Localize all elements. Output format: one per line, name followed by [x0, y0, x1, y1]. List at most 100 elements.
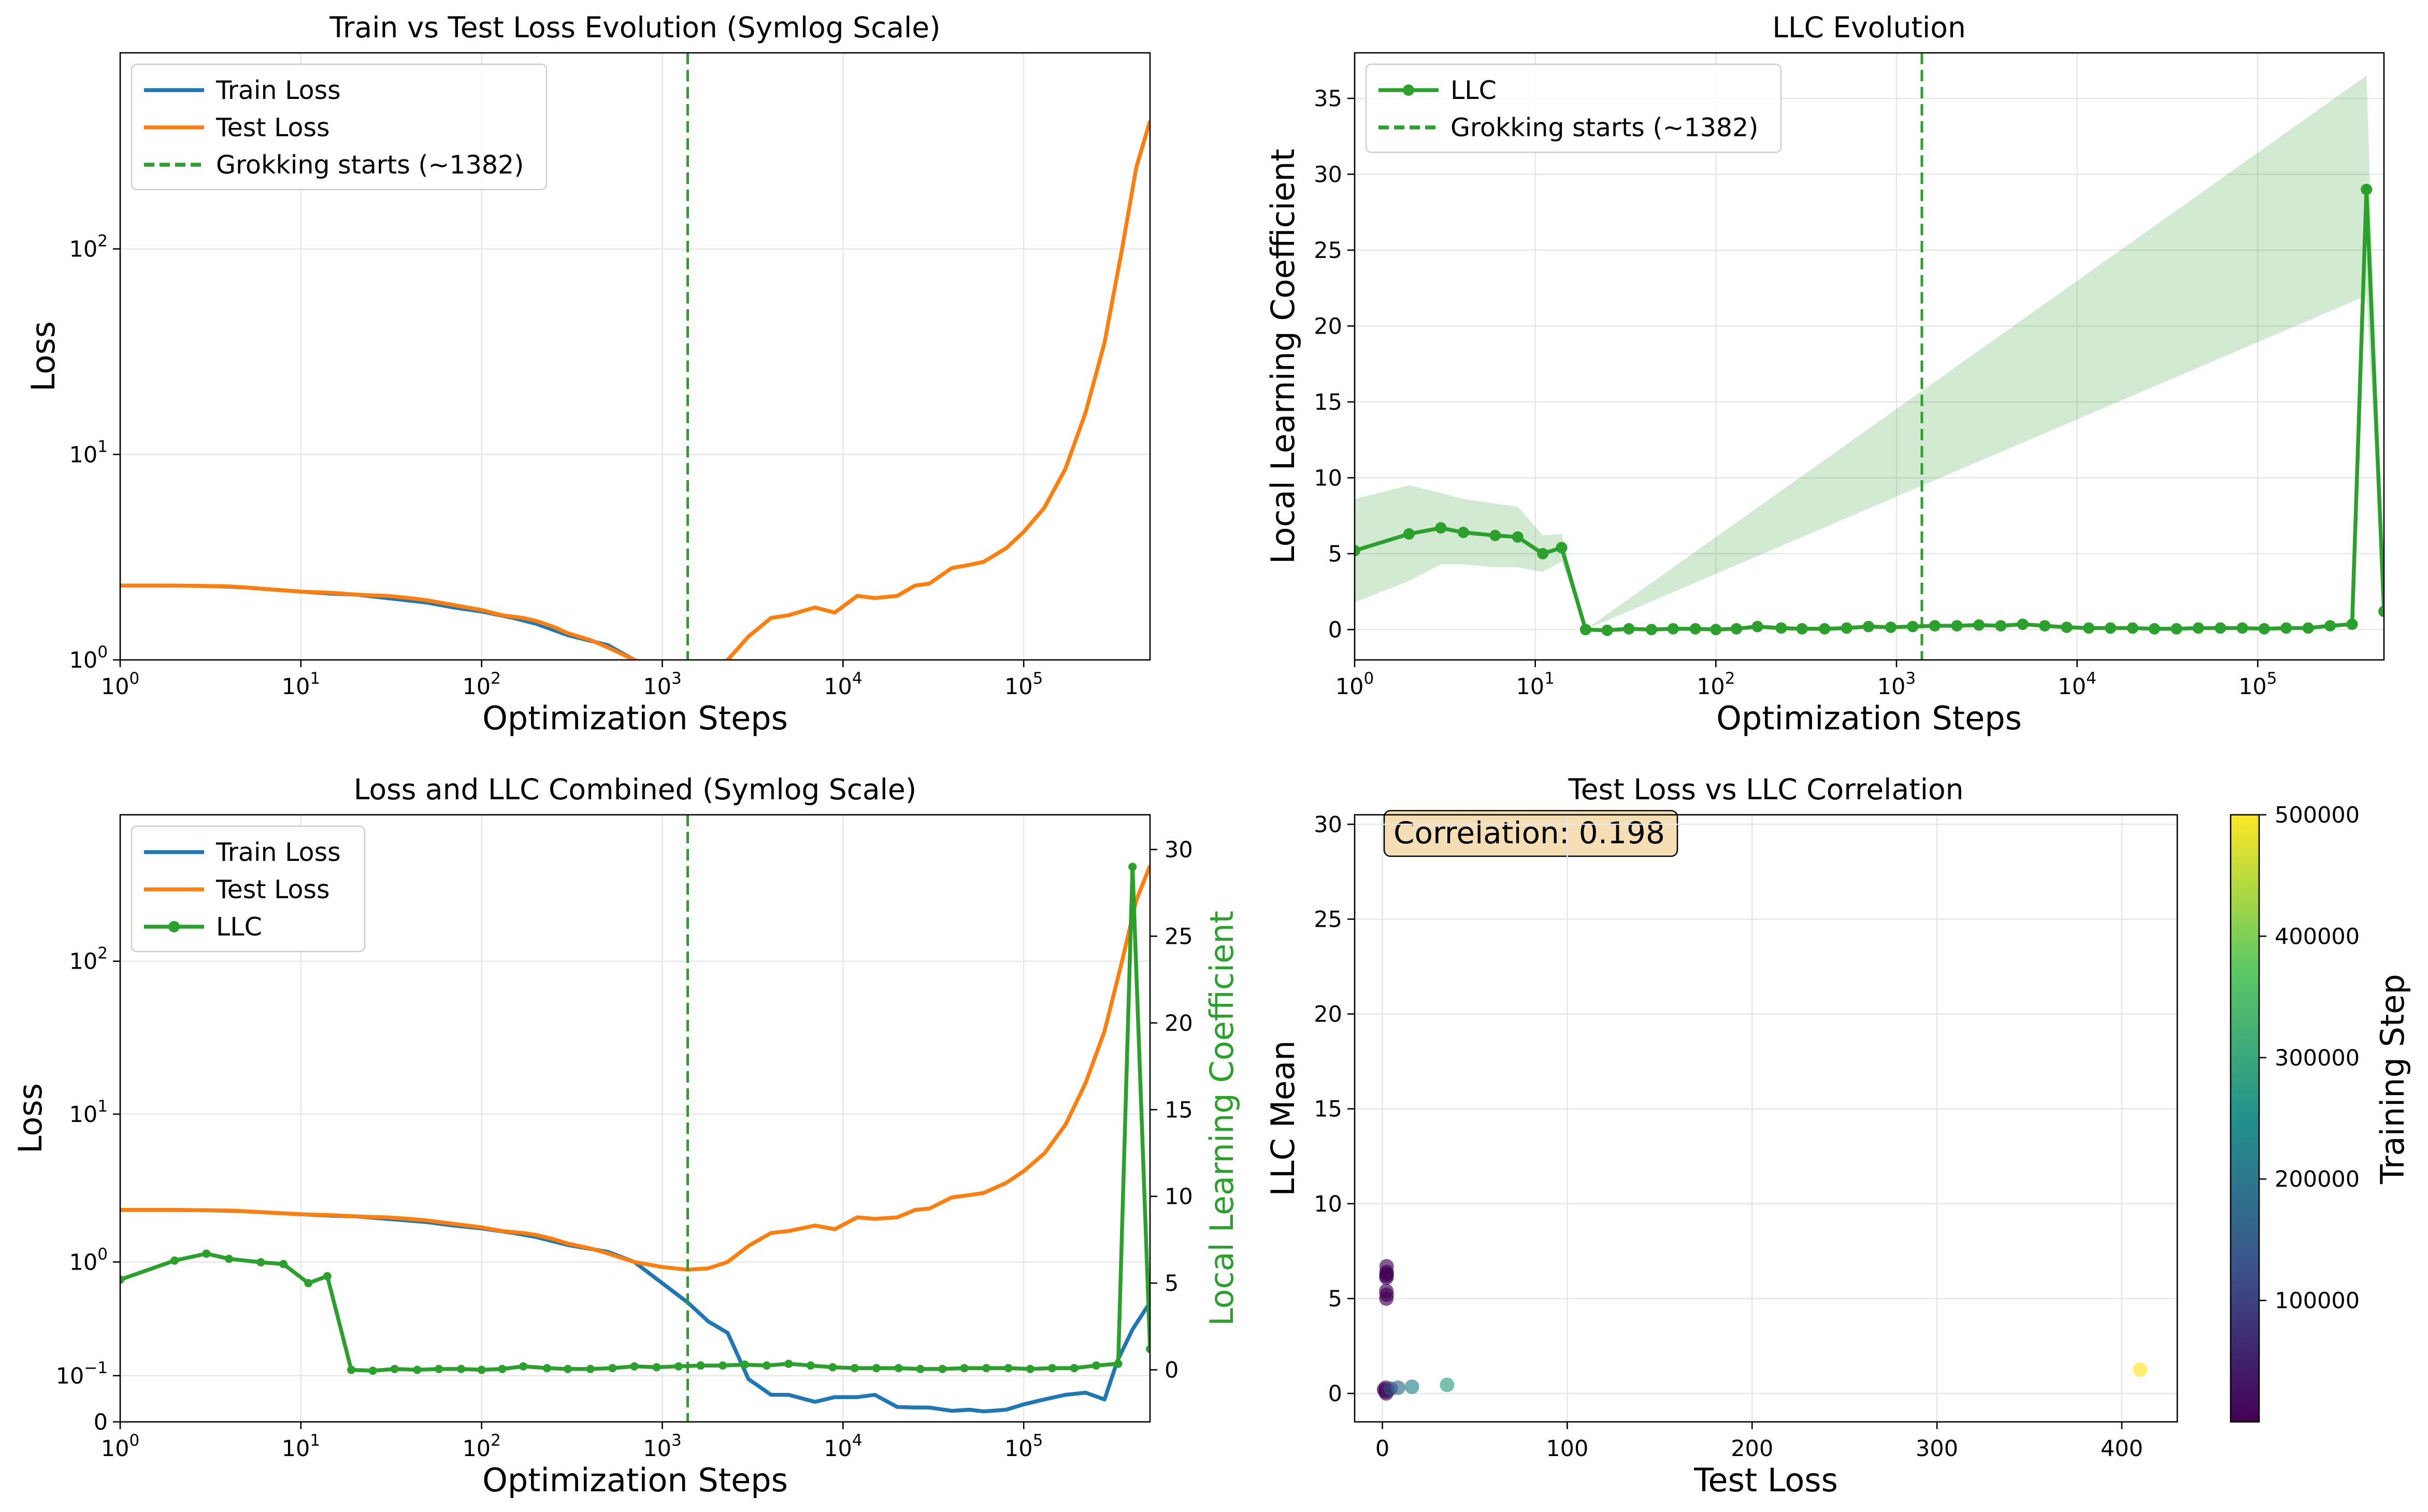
- p1-y-tick-label: 0: [1328, 617, 1342, 643]
- p1-series-llc-point: [1951, 620, 1963, 632]
- p1-series-llc-point: [1457, 526, 1469, 538]
- p3-x-tick-label: 100: [1546, 1436, 1588, 1462]
- p1-series-llc-point: [2148, 623, 2160, 635]
- p1-series-llc-point: [1775, 622, 1787, 634]
- p1-series-llc-point: [1710, 624, 1722, 636]
- p1-series-llc-point: [1489, 529, 1501, 541]
- p0-x-tick-label: 103: [643, 669, 681, 700]
- y-axis-label-llc: Local Learning Coefficient: [1264, 149, 1302, 564]
- p1-x-tick-label: 102: [1697, 669, 1735, 700]
- p2-series-llc-point: [1026, 1364, 1035, 1373]
- p1-llc-band-region: [1355, 485, 1586, 630]
- p1-series-llc-point: [1667, 623, 1679, 635]
- p2-series-llc-point: [120, 1275, 124, 1284]
- p1-x-tick-label: 101: [1516, 669, 1554, 700]
- p2-series-llc-point: [1128, 862, 1137, 871]
- p2-series-llc-point: [457, 1364, 466, 1373]
- p1-series-llc-point: [1841, 622, 1852, 634]
- p1-series-llc-point: [2258, 623, 2270, 635]
- p2-series-llc-point: [347, 1365, 356, 1374]
- p2-y2-tick-label: 30: [1165, 837, 1193, 863]
- p3-scatter-point: [1379, 1270, 1394, 1285]
- colorbar-tick-label: 100000: [2275, 1288, 2360, 1314]
- p2-x-tick-label: 105: [1004, 1431, 1043, 1462]
- p1-series-llc-point: [1512, 531, 1524, 543]
- p2-series-llc-point: [413, 1365, 422, 1374]
- colorbar: [2230, 814, 2260, 1423]
- p1-legend-box: [1365, 63, 1782, 153]
- p2-series-llc-point: [1092, 1361, 1101, 1370]
- p2-y2-tick-label: 25: [1165, 924, 1193, 949]
- p2-x-tick-label: 104: [824, 1431, 862, 1462]
- p2-series-llc-point: [564, 1364, 572, 1373]
- p2-series-llc-point: [202, 1249, 211, 1258]
- p3-scatter-point: [1379, 1284, 1394, 1299]
- p2-series-llc: [120, 862, 1150, 1375]
- p2-y2-tick-label: 10: [1165, 1184, 1193, 1210]
- p1-series-llc-point: [1601, 624, 1613, 636]
- p1-y-tick-label: 5: [1328, 541, 1342, 567]
- p3-scatter-point: [1440, 1377, 1455, 1392]
- p1-legend-label: Grokking starts (~1382): [1450, 113, 1758, 142]
- p2-series-llc-point: [1070, 1364, 1079, 1373]
- p1-series-llc-point: [2192, 622, 2204, 634]
- y-axis-label-train-test: Loss: [24, 321, 62, 392]
- p2-series-llc-point: [1004, 1364, 1013, 1373]
- p3-scatter-point: [2133, 1362, 2148, 1377]
- p2-legend-label: LLC: [216, 912, 262, 942]
- p1-series-llc-point: [2302, 622, 2314, 634]
- p1-series-llc-point: [2378, 606, 2384, 617]
- p3-scatter: [1376, 1259, 2148, 1401]
- p2-y2-tick-label: 0: [1165, 1358, 1179, 1384]
- p0-legend-label: Test Loss: [215, 113, 330, 142]
- p3-y-tick-label: 5: [1328, 1286, 1342, 1312]
- p2-y-tick-label: 101: [69, 1097, 108, 1128]
- p2-y-tick-label: 0: [94, 1409, 108, 1435]
- p0-x-tick-label: 100: [101, 669, 139, 700]
- p1-series-llc-point: [2280, 622, 2292, 634]
- p3-y-tick-label: 10: [1314, 1191, 1342, 1217]
- p3-scatter-point: [1390, 1380, 1405, 1395]
- p3-y-tick-label: 20: [1314, 1002, 1342, 1028]
- p1-series-llc-point: [2039, 620, 2051, 632]
- p1-y-tick-label: 35: [1314, 86, 1342, 112]
- p2-series-llc-point: [390, 1364, 399, 1373]
- p2-series-llc-point: [519, 1362, 528, 1371]
- y-axis-label-combined-right: Local Learning Coefficient: [1203, 911, 1241, 1326]
- p1-series-llc-point: [1623, 623, 1635, 635]
- x-axis-label-train-test: Optimization Steps: [482, 699, 788, 737]
- p2-series-llc-point: [304, 1279, 313, 1288]
- p1-series-llc-point: [1435, 522, 1447, 534]
- p0-series-0-line: [120, 583, 639, 660]
- p1-axes-frame: [1354, 52, 2385, 661]
- p1-series-llc-point: [1751, 621, 1763, 632]
- p2-series-llc-point: [674, 1362, 683, 1371]
- data-layer: [120, 53, 2384, 1422]
- p2-legend-box: [131, 825, 366, 953]
- p3-axes-frame: [1354, 814, 2178, 1423]
- p0-x-tick-label: 104: [824, 669, 862, 700]
- p1-x-tick-label: 103: [1877, 669, 1916, 700]
- p1-series-llc-point: [2361, 183, 2373, 195]
- p1-legend-label: LLC: [1450, 76, 1497, 105]
- p2-x-tick-label: 100: [101, 1431, 139, 1462]
- p3-y-tick-label: 15: [1314, 1097, 1342, 1122]
- p2-series-llc-point: [938, 1364, 947, 1373]
- p2-legend-label: Train Loss: [215, 838, 341, 867]
- p2-series-llc-point: [435, 1364, 443, 1373]
- colorbar-tick-label: 200000: [2275, 1167, 2360, 1192]
- x-axis-label-combined: Optimization Steps: [482, 1461, 788, 1499]
- p1-series-llc: [1355, 183, 2384, 636]
- p2-series-llc-point: [256, 1258, 265, 1266]
- p1-legend-swatch-marker: [1403, 84, 1414, 96]
- p2-series-llc-point: [477, 1365, 486, 1374]
- p1-series-llc-point: [1355, 545, 1360, 557]
- p3-y-tick-label: 0: [1328, 1381, 1342, 1407]
- p2-x-tick-label: 101: [282, 1431, 320, 1462]
- p0-axes-frame: [119, 52, 1151, 661]
- p2-series-llc-point: [806, 1361, 815, 1370]
- p2-series-llc-point: [225, 1255, 234, 1263]
- p1-series-llc-point: [2127, 622, 2138, 634]
- colorbar-tick-label: 500000: [2275, 802, 2360, 828]
